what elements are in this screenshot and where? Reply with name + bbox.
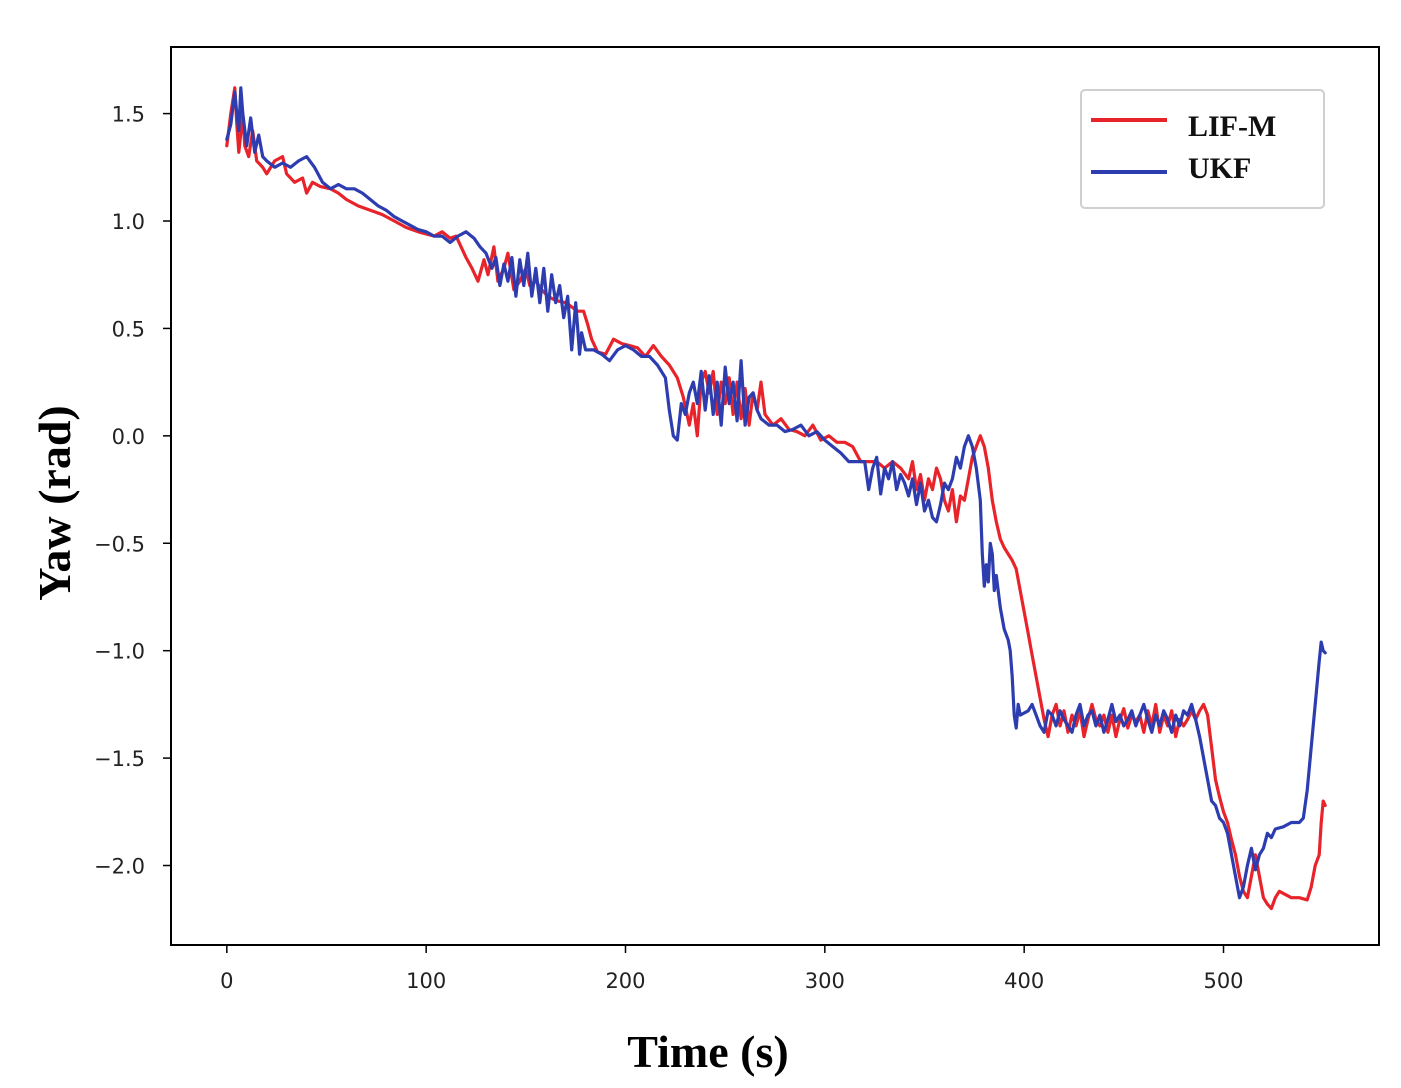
x-tick-label: 100 <box>406 969 446 993</box>
y-axis-ticks: 1.5 1.0 0.5 0.0 −0.5 −1.0 −1.5 −2.0 <box>94 103 171 879</box>
y-tick-label: 0.5 <box>112 317 145 341</box>
x-tick-label: 500 <box>1203 969 1243 993</box>
series-layer <box>225 86 1327 911</box>
legend-label-ukf: UKF <box>1188 152 1251 185</box>
legend: LIF-M UKF <box>1080 89 1325 209</box>
legend-box <box>1080 89 1325 209</box>
y-tick-label: −1.0 <box>94 640 145 664</box>
legend-label-lif-m: LIF-M <box>1188 110 1276 143</box>
x-tick-label: 200 <box>605 969 645 993</box>
x-tick-label: 400 <box>1004 969 1044 993</box>
y-tick-label: −0.5 <box>94 532 145 556</box>
y-tick-label: 1.0 <box>112 210 145 234</box>
plot-frame <box>170 46 1380 946</box>
series-line-ukf <box>225 86 1327 900</box>
y-tick-label: −2.0 <box>94 855 145 879</box>
x-axis-label: Time (s) <box>627 1026 788 1077</box>
y-tick-label: −1.5 <box>94 747 145 771</box>
x-tick-label: 300 <box>805 969 845 993</box>
x-axis-ticks: 0 100 200 300 400 500 <box>220 945 1244 993</box>
y-tick-label: 1.5 <box>112 103 145 127</box>
y-axis-label: Yaw (rad) <box>29 405 80 600</box>
y-tick-label: 0.0 <box>112 425 145 449</box>
x-tick-label: 0 <box>220 969 233 993</box>
